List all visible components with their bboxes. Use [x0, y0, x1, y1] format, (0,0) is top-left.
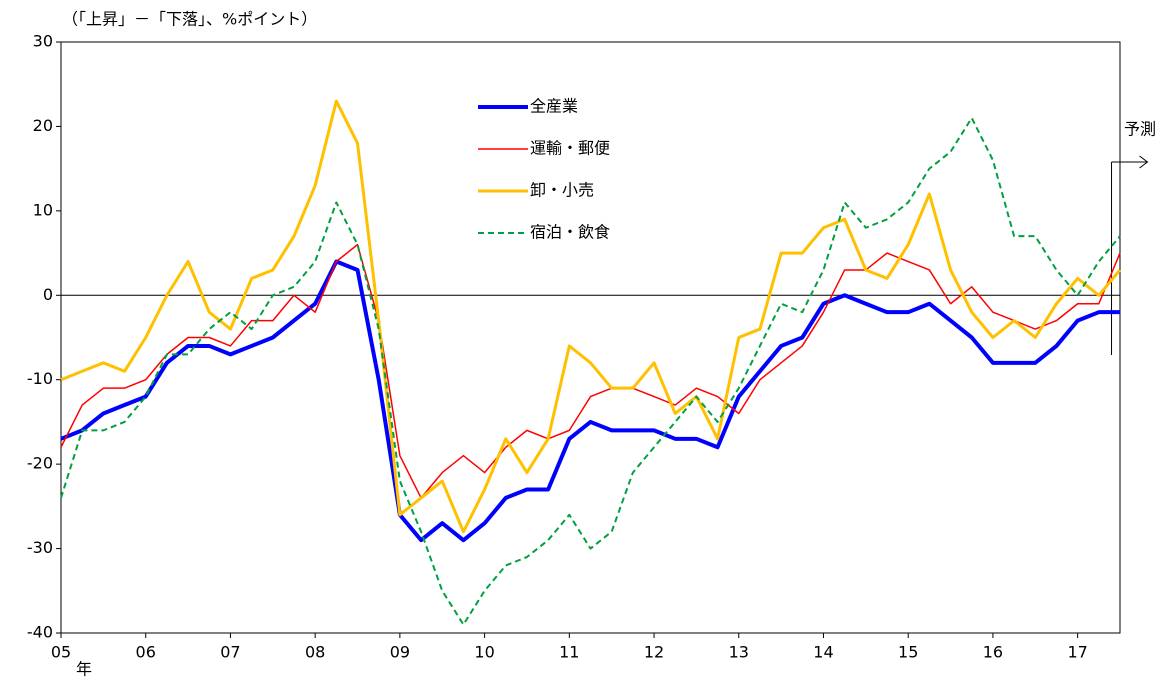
y-tick-label: -30: [27, 538, 53, 557]
y-tick-label: 30: [33, 32, 53, 51]
legend-label: 全産業: [530, 97, 578, 116]
x-tick-label: 09: [390, 643, 410, 662]
x-tick-label: 11: [559, 643, 579, 662]
x-tick-label: 14: [813, 643, 833, 662]
forecast-label: 予測: [1124, 120, 1156, 139]
y-tick-label: 0: [43, 285, 53, 304]
x-axis-label: 年: [76, 660, 92, 679]
y-tick-label: -40: [27, 623, 53, 642]
unit-label: （「上昇」－「下落」、%ポイント）: [62, 10, 317, 29]
x-tick-label: 17: [1067, 643, 1087, 662]
y-tick-label: 20: [33, 116, 53, 135]
x-tick-label: 06: [136, 643, 156, 662]
x-tick-label: 16: [983, 643, 1003, 662]
x-tick-label: 10: [474, 643, 494, 662]
plot-area: [60, 41, 1121, 634]
series-line: [60, 259, 1120, 543]
legend-label: 宿泊・飲食: [530, 223, 610, 242]
x-tick-label: 07: [220, 643, 240, 662]
series-line: [60, 99, 1122, 534]
x-tick-label: 05: [51, 643, 71, 662]
legend-label: 卸・小売: [530, 181, 594, 200]
y-tick-label: 10: [33, 200, 53, 219]
x-tick-label: 12: [644, 643, 664, 662]
y-tick-label: -20: [27, 454, 53, 473]
x-tick-label: 15: [898, 643, 918, 662]
y-tick-label: -10: [27, 369, 53, 388]
x-tick-label: 08: [305, 643, 325, 662]
series-line: [60, 116, 1121, 626]
forecast-arrow: [1111, 155, 1149, 169]
legend-label: 運輸・郵便: [530, 139, 610, 158]
series-line: [60, 243, 1121, 499]
x-tick-label: 13: [729, 643, 749, 662]
